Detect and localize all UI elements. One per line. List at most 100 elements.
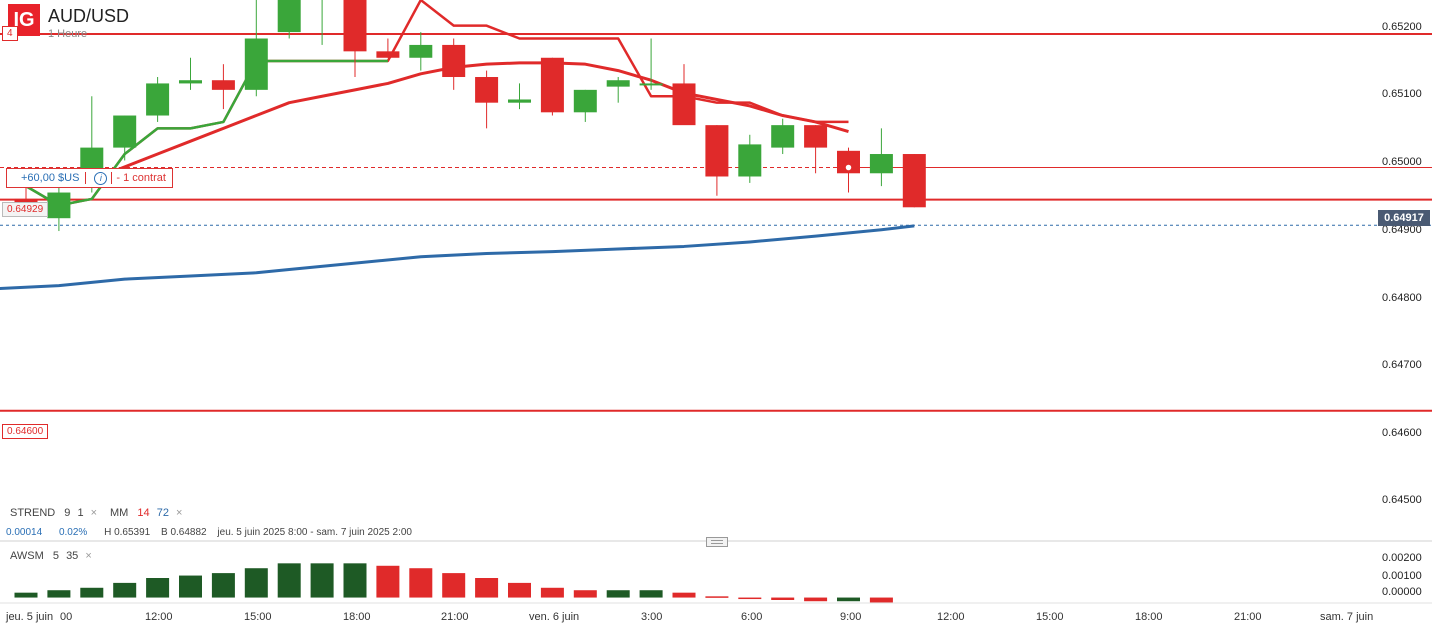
awsm-p1: 5 — [52, 550, 59, 562]
position-box[interactable]: +60,00 $US i - 1 contrat — [6, 168, 173, 188]
candle-body — [540, 57, 564, 113]
y-tick: 0.64500 — [1382, 494, 1422, 506]
current-price-badge: 0.64917 — [1378, 210, 1430, 226]
awsm-bar — [639, 590, 663, 598]
x-tick: 18:00 — [343, 611, 371, 623]
awsm-bar — [540, 587, 564, 598]
awsm-bar — [343, 563, 367, 598]
level-tag-0.64600[interactable]: 0.64600 — [2, 424, 49, 439]
position-contracts: - 1 contrat — [116, 172, 166, 184]
awsm-bar — [705, 596, 729, 598]
position-pl: +60,00 $US — [21, 172, 80, 184]
awsm-bar — [80, 587, 104, 598]
stat-range: jeu. 5 juin 2025 8:00 - sam. 7 juin 2025… — [217, 527, 412, 538]
candle-body — [244, 38, 268, 90]
candle-body — [902, 154, 926, 208]
x-tick: 18:00 — [1135, 611, 1163, 623]
candle-body — [837, 150, 860, 174]
candle-body — [573, 89, 597, 113]
strend-name: STREND — [10, 507, 56, 519]
x-tick: 00 — [60, 611, 73, 623]
close-icon[interactable]: × — [85, 550, 92, 562]
x-tick: 15:00 — [1036, 611, 1064, 623]
candle-body — [672, 83, 696, 126]
close-icon[interactable]: × — [176, 507, 183, 519]
x-tick: 6:00 — [741, 611, 763, 623]
candle-body — [343, 0, 367, 52]
stat-high: H 0.65391 — [104, 527, 151, 538]
stat-change: 0.00014 — [6, 527, 43, 538]
awsm-bar — [376, 565, 400, 598]
awsm-bar — [211, 573, 235, 598]
candle-body — [146, 83, 170, 116]
stats-row: 0.00014 0.02% H 0.65391 B 0.64882 jeu. 5… — [6, 527, 412, 538]
awsm-y-tick: 0.00100 — [1382, 570, 1422, 582]
awsm-bar — [804, 597, 828, 602]
awsm-bar — [869, 597, 893, 603]
candle-body — [804, 125, 828, 148]
close-icon[interactable]: × — [90, 507, 98, 519]
awsm-bar — [310, 563, 334, 598]
awsm-bar — [14, 592, 38, 598]
awsm-bar — [244, 568, 268, 598]
info-icon[interactable]: i — [94, 171, 108, 185]
strend-legend[interactable]: STREND 9 1 × — [10, 507, 97, 519]
awsm-bar — [47, 590, 71, 598]
awsm-bar — [508, 582, 531, 598]
timeframe-label[interactable]: 1 Heure — [48, 28, 88, 40]
y-tick: 0.65200 — [1382, 21, 1422, 33]
y-tick: 0.64700 — [1382, 359, 1422, 371]
awsm-bar — [573, 590, 597, 598]
x-tick: ven. 6 juin — [529, 611, 580, 623]
x-tick: 3:00 — [641, 611, 663, 623]
x-tick: 12:00 — [145, 611, 173, 623]
awsm-y-tick: 0.00000 — [1382, 586, 1422, 598]
candle-body — [606, 80, 630, 87]
awsm-bar — [738, 597, 762, 600]
awsm-bar — [606, 590, 630, 598]
awsm-y-tick: 0.00200 — [1382, 552, 1422, 564]
awsm-bar — [672, 592, 696, 598]
y-tick: 0.64600 — [1382, 427, 1422, 439]
strend-lower-line — [25, 59, 388, 207]
awsm-bar — [179, 575, 202, 598]
candle-body — [705, 125, 729, 177]
position-separator-2 — [111, 172, 113, 184]
stat-low: B 0.64882 — [161, 527, 207, 538]
candle-body — [409, 44, 433, 58]
sma14-line — [25, 61, 849, 188]
symbol-title: AUD/USD — [48, 6, 130, 26]
candle-body — [869, 154, 893, 174]
candle-body — [179, 80, 202, 84]
candle-body — [113, 115, 137, 148]
y-tick: 0.65000 — [1382, 156, 1422, 168]
candle-body — [738, 144, 762, 177]
candle-body — [639, 83, 663, 86]
candle-body — [475, 77, 499, 103]
level-tag-0.64929[interactable]: 0.64929 — [2, 202, 49, 217]
x-tick: 21:00 — [441, 611, 469, 623]
mm-p2: 72 — [156, 507, 169, 519]
mm-legend[interactable]: MM 14 72 × — [110, 507, 182, 519]
awsm-bar — [277, 563, 301, 598]
awsm-bar — [475, 578, 499, 598]
awsm-legend[interactable]: AWSM 5 35 × — [10, 550, 92, 562]
candle-body — [508, 99, 531, 103]
x-tick: sam. 7 juin — [1320, 611, 1374, 623]
mm-name: MM — [110, 507, 129, 519]
pane-resize-handle[interactable] — [706, 537, 728, 547]
awsm-name: AWSM — [10, 550, 44, 562]
entry-marker — [844, 163, 853, 172]
x-tick: 9:00 — [840, 611, 862, 623]
strend-p1: 9 — [64, 507, 71, 519]
awsm-bar — [409, 568, 433, 598]
strend-p2: 1 — [77, 507, 84, 519]
awsm-bar — [146, 578, 170, 598]
awsm-p2: 35 — [66, 550, 79, 562]
y-tick: 0.64800 — [1382, 292, 1422, 304]
x-tick: jeu. 5 juin — [6, 611, 54, 623]
stat-change-pct: 0.02% — [58, 527, 88, 538]
awsm-bar — [771, 597, 795, 600]
position-separator — [85, 172, 87, 184]
level-tag-top[interactable]: 4 — [2, 26, 18, 41]
